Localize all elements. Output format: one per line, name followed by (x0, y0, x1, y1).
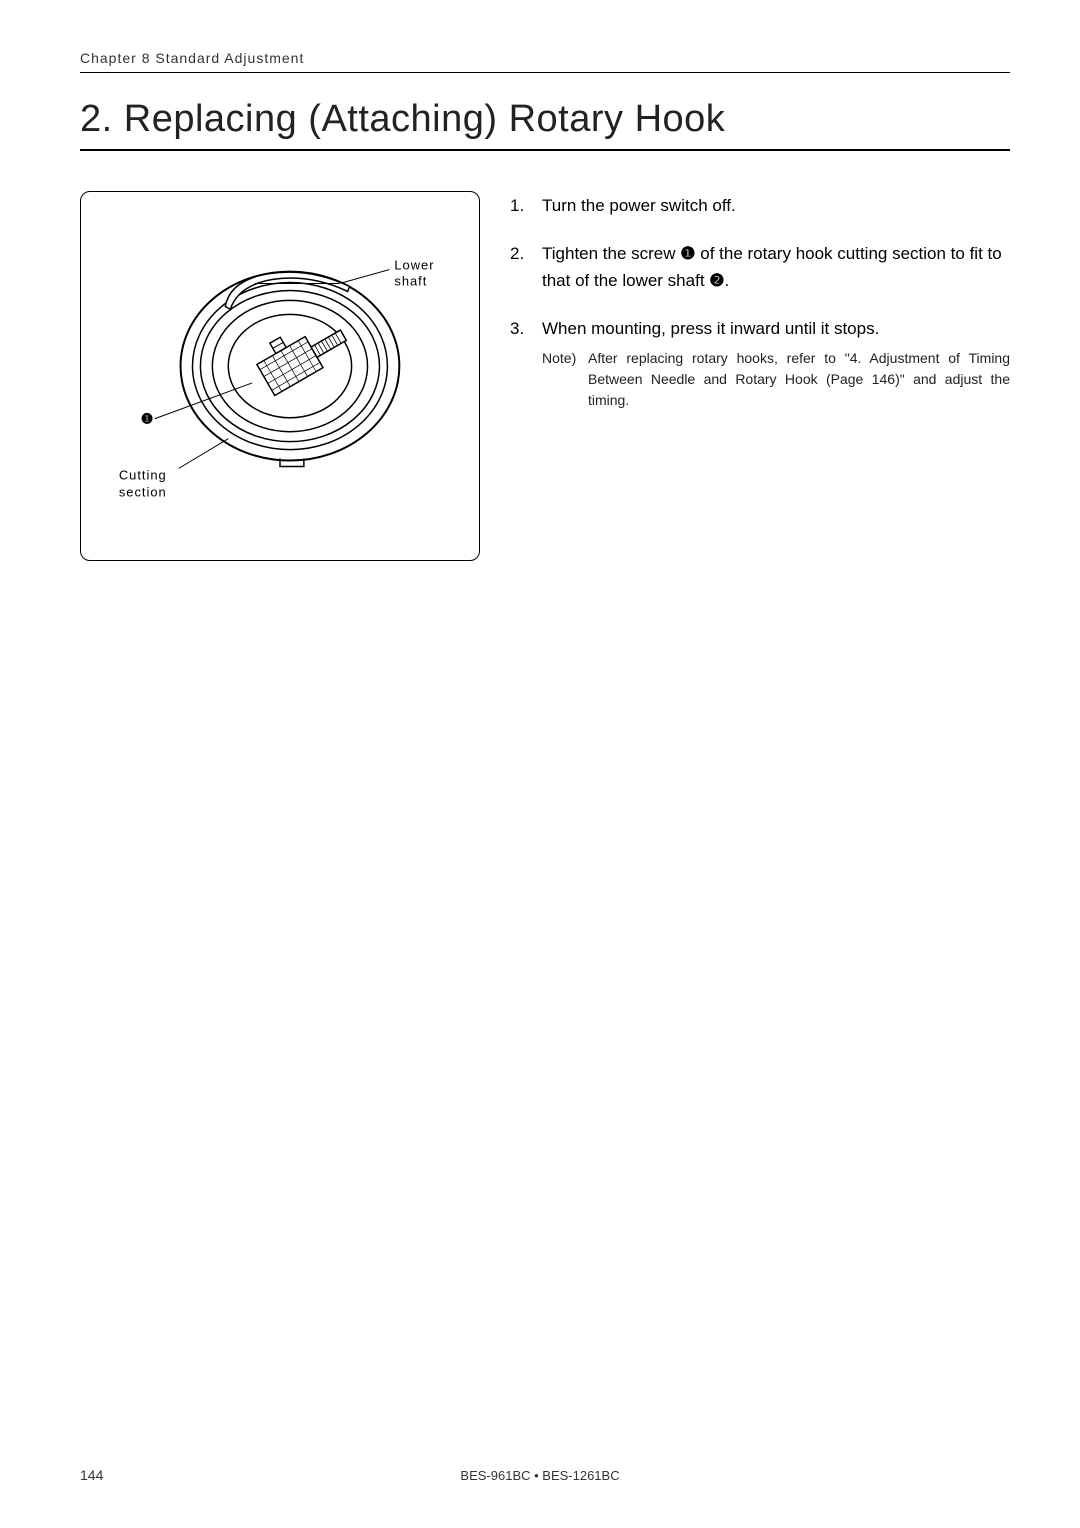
diagram-box: Lower shaft (80, 191, 480, 561)
section-title: 2. Replacing (Attaching) Rotary Hook (80, 98, 1010, 151)
footer-center: BES-961BC • BES-1261BC (0, 1468, 1080, 1483)
step-1: 1. Turn the power switch off. (510, 193, 1010, 219)
step-3: 3. When mounting, press it inward until … (510, 316, 1010, 411)
step-3-text: When mounting, press it inward until it … (542, 316, 1010, 411)
step-2: 2. Tighten the screw ❶ of the rotary hoo… (510, 241, 1010, 294)
note-label: Note) (542, 348, 588, 411)
label-lower-shaft-1: Lower (394, 258, 434, 273)
step-2-part3: . (725, 271, 730, 290)
steps-list: 1. Turn the power switch off. 2. Tighten… (510, 191, 1010, 561)
step-2-text: Tighten the screw ❶ of the rotary hook c… (542, 241, 1010, 294)
chapter-header: Chapter 8 Standard Adjustment (80, 50, 1010, 73)
label-cutting-1: Cutting (119, 467, 167, 482)
note-text: After replacing rotary hooks, refer to "… (588, 348, 1010, 411)
label-cutting-2: section (119, 484, 167, 499)
label-lower-shaft-2: shaft (394, 273, 427, 288)
step-3-maintext: When mounting, press it inward until it … (542, 316, 1010, 342)
step-1-text: Turn the power switch off. (542, 193, 1010, 219)
step-3-num: 3. (510, 316, 542, 411)
step-1-num: 1. (510, 193, 542, 219)
rotary-hook-diagram: Lower shaft (81, 192, 479, 560)
step-2-num: 2. (510, 241, 542, 294)
mark-1-icon: ❶ (680, 241, 695, 267)
note-row: Note) After replacing rotary hooks, refe… (542, 348, 1010, 411)
step-2-part1: Tighten the screw (542, 244, 680, 263)
mark-2-icon: ❷ (709, 268, 724, 294)
content-area: Lower shaft (80, 191, 1010, 561)
callout-1-icon: ❶ (141, 411, 153, 427)
